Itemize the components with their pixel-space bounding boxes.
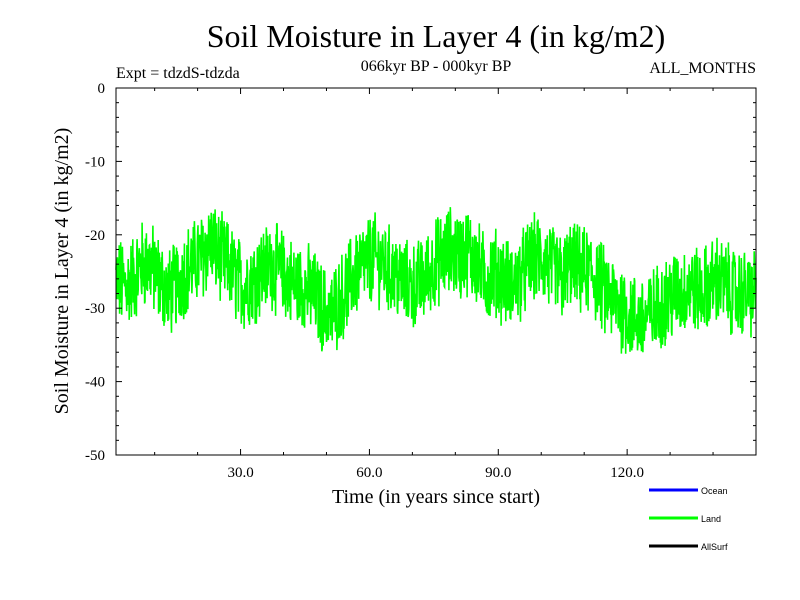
y-tick-label: -40: [85, 375, 105, 391]
chart-title: Soil Moisture in Layer 4 (in kg/m2): [207, 18, 666, 54]
legend: Ocean Land AllSurf: [649, 486, 728, 552]
plot-area: [115, 207, 757, 354]
y-tick-label: -50: [85, 448, 105, 464]
y-tick-label: -10: [85, 154, 105, 170]
y-tick-label: -20: [85, 228, 105, 244]
y-axis-label: Soil Moisture in Layer 4 (in kg/m2): [51, 128, 73, 415]
y-tick-label: 0: [98, 81, 106, 97]
x-tick-label: 90.0: [485, 465, 511, 481]
chart-subtitle: 066kyr BP - 000kyr BP: [361, 58, 512, 75]
legend-label-ocean: Ocean: [701, 486, 728, 496]
y-tick-label: -30: [85, 301, 105, 317]
x-tick-label: 30.0: [227, 465, 253, 481]
x-axis-label: Time (in years since start): [332, 486, 540, 508]
axes: 30.0 60.0 90.0 120.0 0 -10 -20 -30 -40 -50: [85, 81, 757, 481]
legend-label-land: Land: [701, 514, 721, 524]
x-tick-label: 60.0: [356, 465, 382, 481]
x-tick-label: 120.0: [610, 465, 644, 481]
legend-label-allsurf: AllSurf: [701, 542, 728, 552]
plot-frame: [115, 87, 757, 456]
series-line-land: [115, 207, 757, 354]
months-label: ALL_MONTHS: [649, 60, 756, 77]
experiment-label: Expt = tdzdS-tdzda: [116, 65, 240, 82]
